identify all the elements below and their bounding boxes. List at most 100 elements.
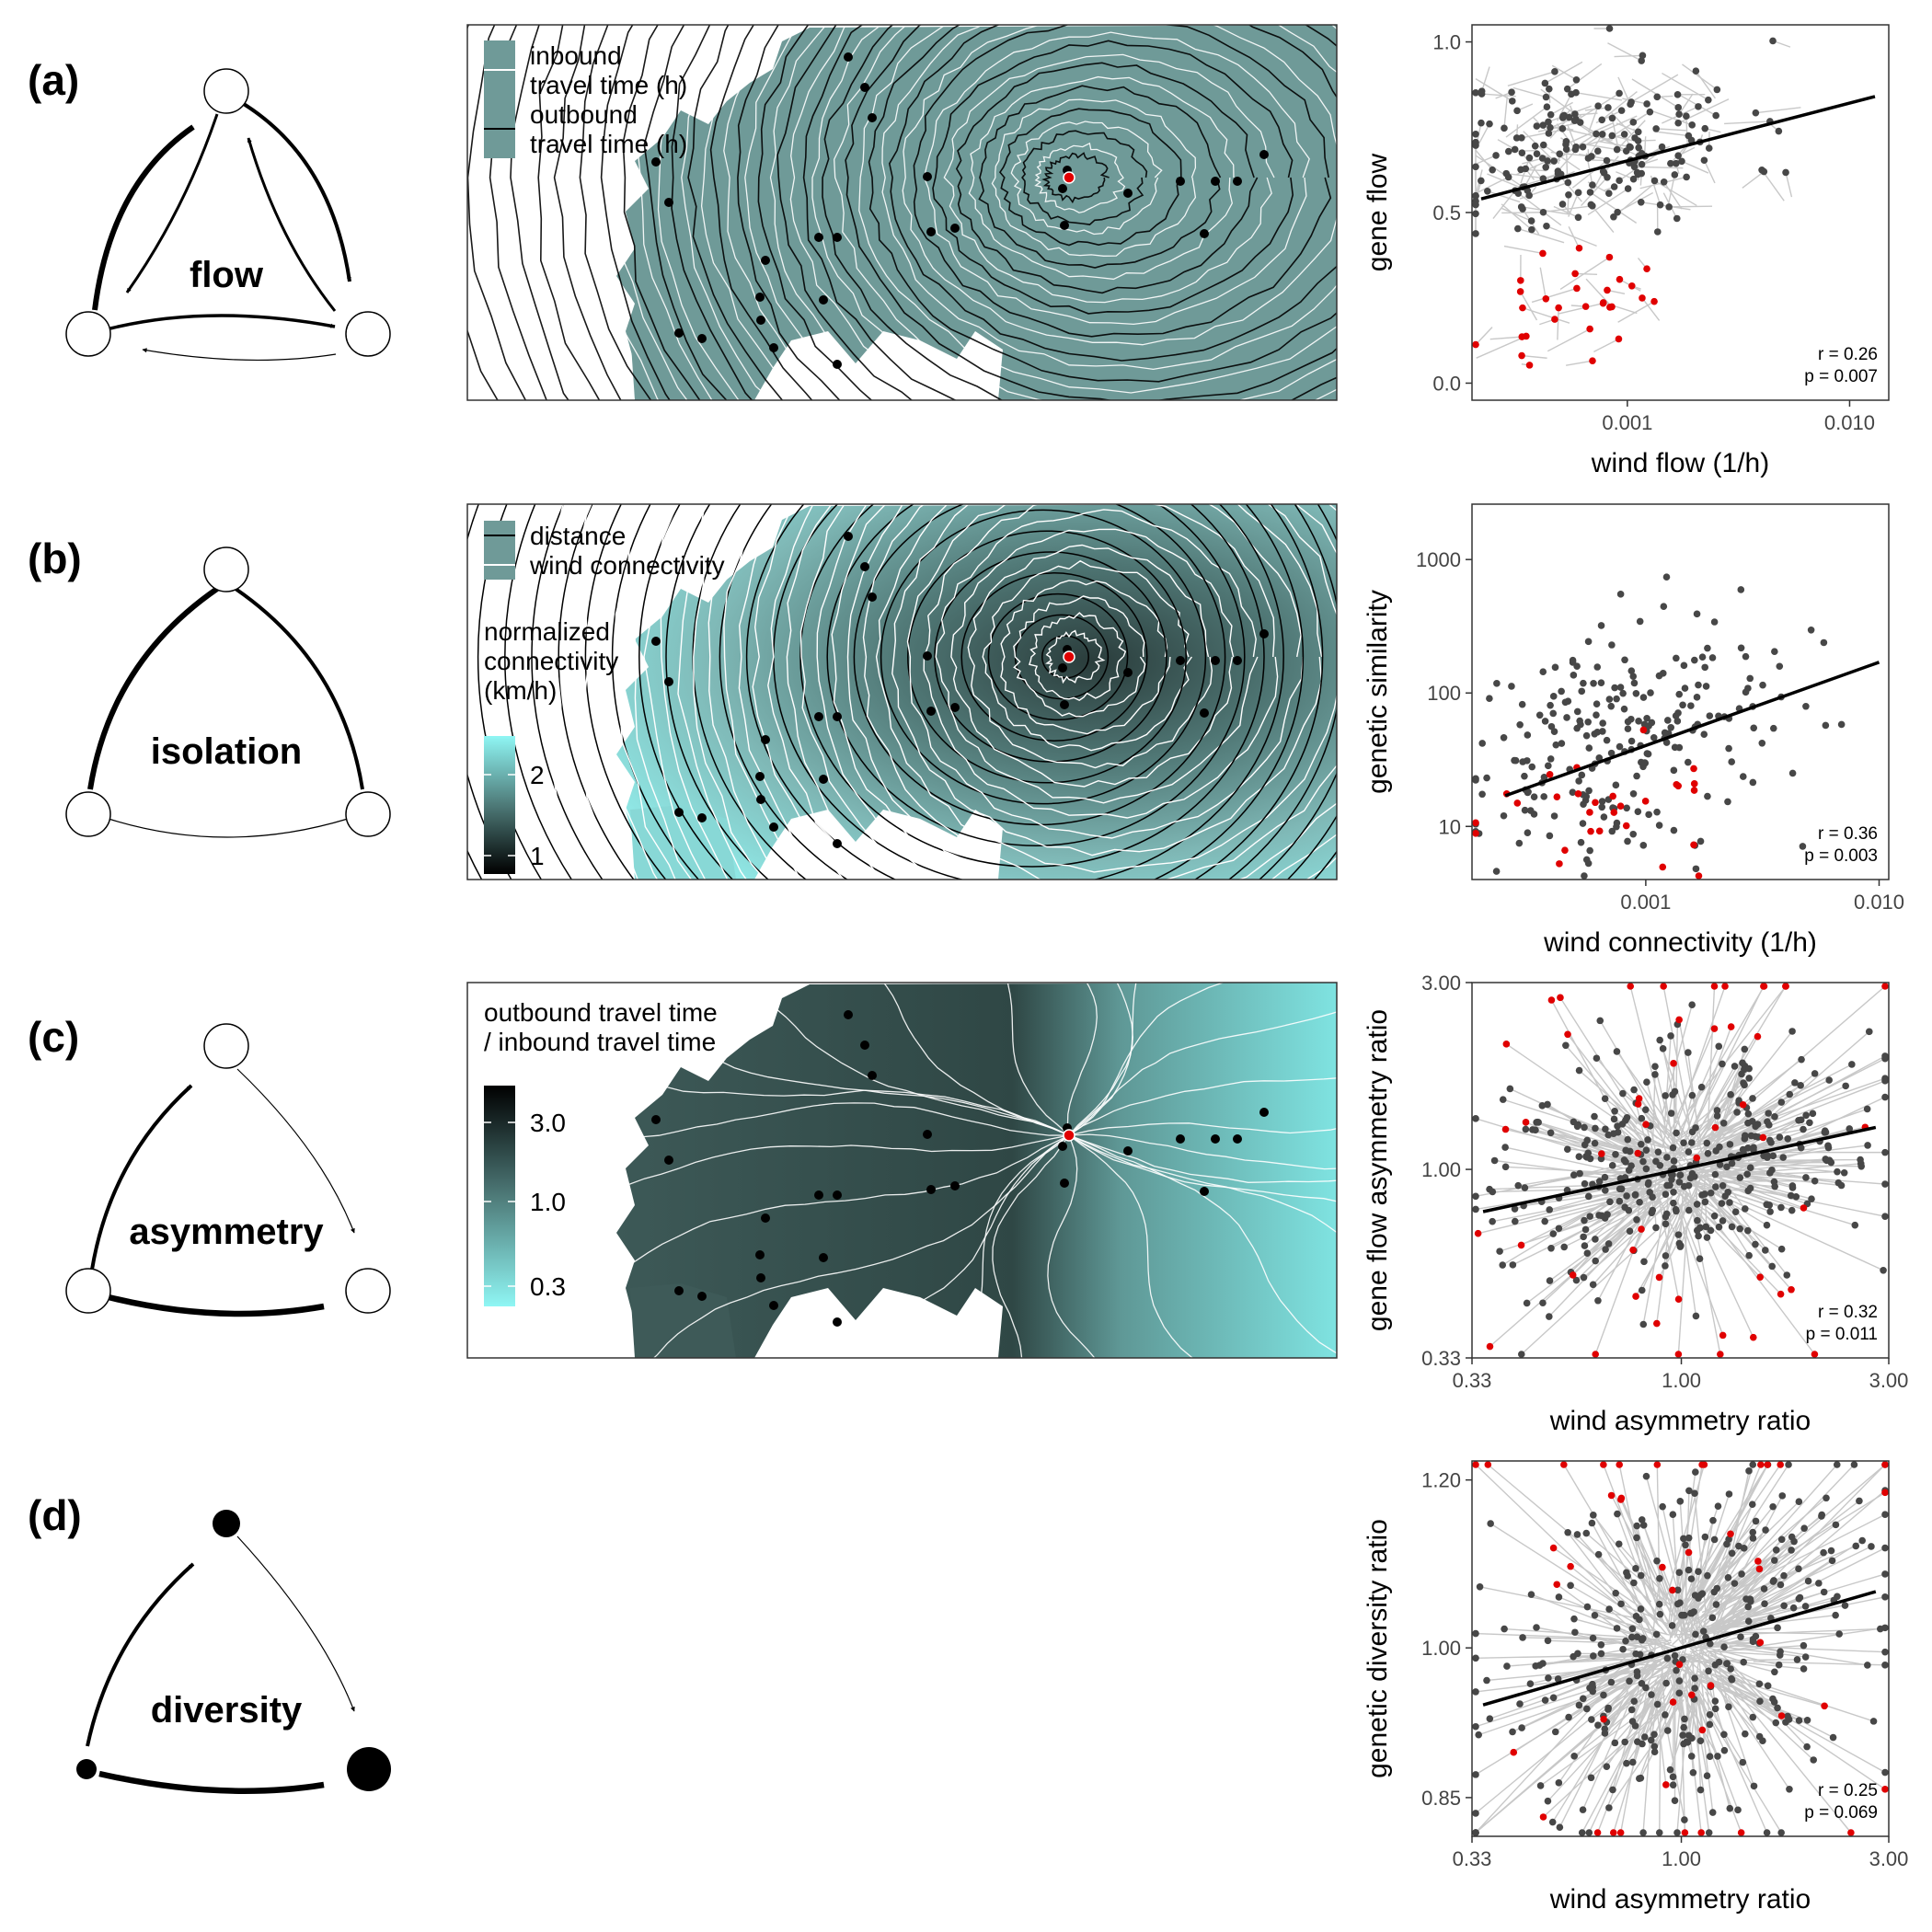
connector	[1696, 1147, 1801, 1168]
point	[1786, 1785, 1793, 1793]
point-red	[1756, 1273, 1764, 1281]
point	[1674, 1231, 1683, 1238]
y-axis-title: gene flow	[1363, 153, 1393, 271]
point	[1549, 1694, 1558, 1702]
point	[1577, 838, 1585, 846]
connector	[1607, 42, 1642, 62]
point	[1545, 1674, 1552, 1682]
point	[1518, 149, 1526, 157]
connector	[1603, 1464, 1658, 1605]
point	[1678, 157, 1685, 166]
point	[1629, 673, 1638, 680]
point	[1707, 1189, 1715, 1197]
panel-label-c: (c)	[28, 1013, 79, 1061]
connector	[1520, 291, 1538, 321]
point	[1584, 1149, 1593, 1157]
point-red	[1564, 1030, 1571, 1039]
point	[1540, 774, 1548, 781]
point	[1621, 656, 1628, 664]
connector	[1678, 93, 1694, 115]
point	[1616, 177, 1623, 185]
point	[1663, 1654, 1672, 1662]
point	[1768, 1167, 1776, 1174]
point-red	[1616, 275, 1624, 283]
point	[1486, 695, 1493, 702]
point	[1822, 1156, 1830, 1163]
point	[1695, 681, 1702, 689]
point	[1628, 1758, 1637, 1766]
site-marker	[755, 293, 765, 302]
point	[1714, 1502, 1722, 1511]
point	[1692, 1312, 1700, 1320]
connector	[1494, 1159, 1621, 1179]
point	[1583, 1705, 1591, 1713]
point	[1616, 1197, 1624, 1205]
connector	[1719, 1144, 1869, 1165]
point	[1576, 119, 1584, 126]
point	[1777, 1829, 1785, 1836]
point	[1593, 1054, 1601, 1063]
point	[1705, 96, 1712, 104]
point	[1655, 672, 1663, 680]
connector	[1565, 122, 1614, 145]
point-red	[1782, 983, 1789, 990]
point	[1523, 1299, 1531, 1307]
connector	[1505, 106, 1547, 138]
point	[1508, 88, 1515, 97]
connector	[1650, 109, 1693, 126]
point	[1706, 712, 1714, 719]
connector	[1622, 1123, 1668, 1149]
point	[1736, 1225, 1744, 1233]
point	[1797, 1082, 1804, 1089]
point	[1698, 1191, 1706, 1199]
point	[1646, 108, 1654, 116]
regression-line	[1504, 661, 1880, 798]
y-tick-label: 10	[1439, 815, 1461, 838]
site-marker	[761, 1213, 770, 1223]
map-c-sites	[651, 1010, 1269, 1327]
point	[1638, 160, 1646, 168]
stat-p: p = 0.003	[1804, 846, 1878, 866]
point	[1673, 214, 1681, 223]
point	[1637, 199, 1645, 206]
point	[1555, 1779, 1563, 1787]
y-tick-label: 0.5	[1432, 201, 1461, 224]
point	[1746, 674, 1754, 683]
connector	[1563, 1464, 1639, 1591]
point-red	[1610, 809, 1618, 816]
point	[1668, 1622, 1676, 1629]
site-marker	[651, 157, 661, 167]
connector	[1685, 116, 1688, 146]
point	[1612, 781, 1620, 789]
connector	[1643, 1524, 1683, 1625]
point	[1659, 1045, 1667, 1052]
point	[1486, 120, 1493, 128]
point	[1745, 1467, 1753, 1475]
connector	[1567, 124, 1577, 148]
connector	[1555, 1670, 1636, 1732]
point	[1653, 1557, 1661, 1565]
point	[1674, 152, 1682, 159]
point-red	[1634, 1149, 1642, 1157]
point	[1771, 1113, 1778, 1121]
point	[1511, 145, 1519, 154]
point	[1613, 695, 1620, 703]
point	[1633, 1522, 1640, 1530]
point	[1500, 811, 1508, 820]
point	[1472, 192, 1479, 200]
point	[1472, 1771, 1479, 1778]
connector	[1721, 1179, 1791, 1197]
connector	[1585, 1533, 1673, 1607]
site-marker	[1211, 656, 1220, 665]
point-red	[1616, 802, 1625, 810]
x-axis-title: wind flow (1/h)	[1591, 448, 1769, 478]
point-red	[1571, 270, 1579, 278]
point	[1570, 1171, 1578, 1179]
connector	[1714, 1063, 1743, 1152]
connector	[1663, 181, 1683, 210]
point	[1541, 1696, 1549, 1704]
point	[1881, 1648, 1889, 1656]
point	[1472, 1205, 1479, 1213]
point	[1744, 1110, 1753, 1118]
